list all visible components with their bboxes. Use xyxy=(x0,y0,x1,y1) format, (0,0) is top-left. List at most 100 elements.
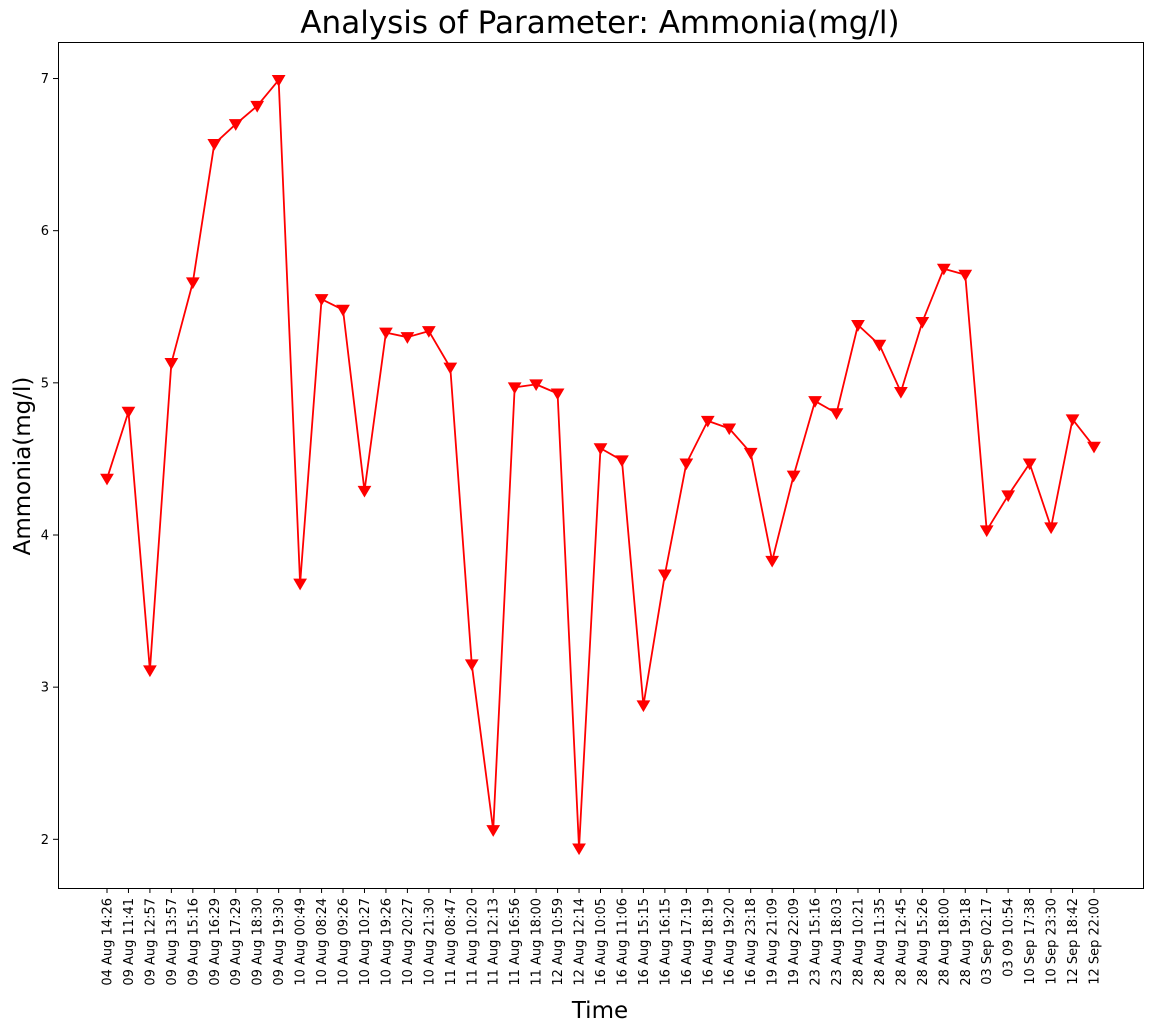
x-tick-label: 11 Aug 18:00 xyxy=(530,898,545,986)
plot-frame xyxy=(58,42,1144,889)
x-tick-label: 09 Aug 15:16 xyxy=(186,898,201,986)
data-point-marker xyxy=(314,294,329,306)
x-tick-label: 09 Aug 19:30 xyxy=(272,898,287,986)
data-point-marker xyxy=(958,269,973,282)
data-point-marker xyxy=(851,320,865,332)
data-point-marker xyxy=(765,555,780,568)
y-tick-label: 3 xyxy=(41,681,49,696)
data-point-marker xyxy=(808,396,822,408)
data-point-marker xyxy=(271,75,286,87)
data-point-marker xyxy=(100,473,114,486)
x-tick-label: 10 Sep 23:30 xyxy=(1045,898,1060,985)
data-point-marker xyxy=(164,358,179,370)
x-tick-label: 09 Aug 18:30 xyxy=(251,898,266,986)
data-point-marker xyxy=(915,316,930,329)
data-point-marker xyxy=(207,138,222,151)
data-point-marker xyxy=(979,525,994,538)
x-tick-label: 16 Aug 10:05 xyxy=(594,898,609,986)
data-point-marker xyxy=(228,119,243,131)
x-tick-label: 03 Sep 02:17 xyxy=(980,898,995,985)
x-tick-label: 28 Aug 10:21 xyxy=(851,898,866,986)
x-tick-label: 28 Aug 11:35 xyxy=(873,898,888,986)
x-tick-label: 12 Aug 10:59 xyxy=(551,898,566,986)
x-axis-ticks: 04 Aug 14:26 09 Aug 11:41 09 Aug 12:57 09 A… xyxy=(101,888,1103,986)
x-tick-label: 28 Aug 15:26 xyxy=(916,898,931,986)
series-line xyxy=(106,79,1095,850)
x-tick-label: 04 Aug 14:26 xyxy=(101,898,116,986)
data-point-marker xyxy=(593,443,608,455)
x-tick-label: 10 Aug 21:30 xyxy=(422,898,437,986)
x-tick-label: 16 Aug 19:20 xyxy=(723,898,738,986)
x-tick-label: 10 Aug 20:27 xyxy=(401,898,416,986)
y-axis-label: Ammonia(mg/l) xyxy=(10,377,36,556)
data-point-marker xyxy=(400,332,415,344)
data-point-marker xyxy=(421,326,436,338)
data-point-marker xyxy=(443,362,458,375)
x-tick-label: 16 Aug 16:15 xyxy=(658,898,673,986)
data-point-marker xyxy=(700,415,715,428)
data-point-marker xyxy=(507,382,522,395)
x-tick-label: 16 Aug 15:15 xyxy=(637,898,652,986)
x-tick-label: 12 Aug 12:14 xyxy=(573,898,588,986)
x-tick-label: 19 Aug 21:09 xyxy=(766,898,781,986)
data-point-marker xyxy=(529,379,544,392)
x-tick-label: 10 Aug 08:24 xyxy=(315,898,330,986)
y-tick-label: 5 xyxy=(41,376,49,391)
x-tick-label: 09 Aug 17:29 xyxy=(229,898,244,986)
x-tick-label: 11 Aug 12:13 xyxy=(487,898,502,986)
y-tick-label: 4 xyxy=(41,528,49,543)
data-point-marker xyxy=(657,569,672,582)
x-tick-label: 10 Aug 09:26 xyxy=(337,898,352,986)
data-point-marker xyxy=(464,659,479,672)
x-tick-label: 23 Aug 18:03 xyxy=(830,898,845,986)
data-point-marker xyxy=(143,665,157,678)
data-point-marker xyxy=(572,843,586,856)
x-tick-label: 12 Sep 22:00 xyxy=(1088,898,1103,985)
x-tick-label: 10 Aug 10:27 xyxy=(358,898,373,986)
x-tick-label: 11 Aug 08:47 xyxy=(444,898,459,986)
x-tick-label: 16 Aug 23:18 xyxy=(744,898,759,986)
x-tick-label: 11 Aug 16:56 xyxy=(508,898,523,986)
data-point-marker xyxy=(894,386,908,399)
data-point-marker xyxy=(786,470,801,483)
data-point-marker xyxy=(336,304,350,317)
data-point-marker xyxy=(743,447,758,460)
data-point-marker xyxy=(722,423,737,436)
data-point-marker xyxy=(829,408,844,420)
x-tick-label: 12 Sep 18:42 xyxy=(1066,898,1081,985)
y-axis-ticks: 2 3 4 5 6 7 xyxy=(41,72,58,848)
x-tick-label: 03 09 10:54 xyxy=(1002,898,1017,977)
data-point-marker xyxy=(1001,490,1016,503)
y-tick-label: 6 xyxy=(41,224,49,239)
x-axis-label: Time xyxy=(571,998,628,1024)
x-tick-label: 10 Aug 00:49 xyxy=(294,898,309,986)
x-tick-label: 28 Aug 12:45 xyxy=(894,898,909,986)
data-point-marker xyxy=(615,455,629,468)
y-tick-label: 7 xyxy=(41,72,49,87)
data-point-marker xyxy=(679,458,694,471)
x-tick-label: 23 Aug 15:16 xyxy=(809,898,824,986)
data-point-marker xyxy=(1087,441,1101,454)
data-point-marker xyxy=(1065,414,1080,427)
x-tick-label: 10 Sep 17:38 xyxy=(1023,898,1038,985)
data-point-marker xyxy=(379,327,393,340)
x-tick-label: 16 Aug 11:06 xyxy=(615,898,630,986)
x-tick-label: 16 Aug 18:19 xyxy=(701,898,716,986)
x-tick-label: 09 Aug 16:29 xyxy=(208,898,223,986)
x-tick-label: 28 Aug 18:00 xyxy=(937,898,952,986)
data-point-marker xyxy=(293,578,307,591)
chart-title: Analysis of Parameter: Ammonia(mg/l) xyxy=(300,5,899,41)
x-tick-label: 28 Aug 19:18 xyxy=(959,898,974,986)
x-tick-label: 16 Aug 17:19 xyxy=(680,898,695,986)
data-point-marker xyxy=(636,700,651,713)
x-tick-label: 09 Aug 13:57 xyxy=(165,898,180,986)
x-tick-label: 09 Aug 12:57 xyxy=(143,898,158,986)
data-point-marker xyxy=(872,339,887,352)
data-point-marker xyxy=(1022,458,1037,471)
data-point-marker xyxy=(250,100,265,113)
data-point-marker xyxy=(550,388,565,401)
x-tick-label: 10 Aug 19:26 xyxy=(379,898,394,986)
x-tick-label: 09 Aug 11:41 xyxy=(122,898,137,986)
data-point-marker xyxy=(936,263,951,276)
